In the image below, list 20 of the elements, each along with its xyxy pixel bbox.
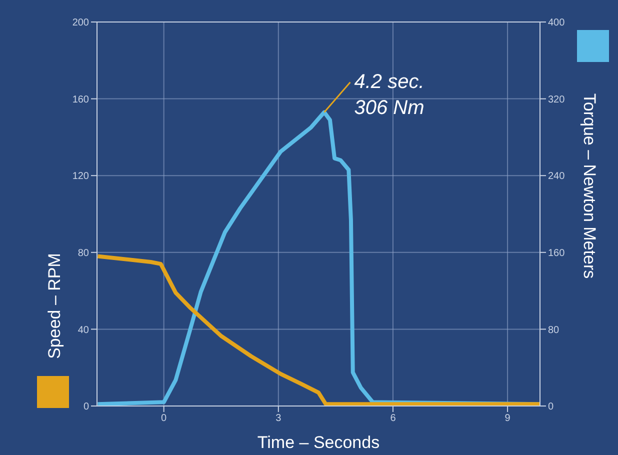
x-tick-label: 6 [390,413,396,424]
y2-tick-label: 0 [548,402,554,413]
y2-tick-label: 320 [548,94,566,106]
y2-axis-title: Torque – Newton Meters [580,93,599,279]
y2-tick-label: 160 [548,248,566,259]
y-axis-title: Speed – RPM [45,253,64,359]
y-tick-label: 80 [78,248,90,259]
y-tick-label: 120 [72,171,90,182]
y-tick-label: 160 [72,94,90,106]
y-tick-label: 200 [72,18,90,29]
y2-tick-label: 400 [548,18,566,29]
x-tick-label: 0 [161,413,168,424]
x-tick-label: 3 [276,413,282,424]
x-tick-label: 9 [504,413,511,424]
y-tick-label: 0 [83,402,90,413]
x-axis-title: Time – Seconds [257,433,380,452]
y2-tick-label: 80 [548,324,560,336]
annotation: 4.2 sec. 306 Nm [354,71,424,120]
y-tick-label: 40 [78,324,90,336]
y2-tick-label: 240 [548,171,566,182]
